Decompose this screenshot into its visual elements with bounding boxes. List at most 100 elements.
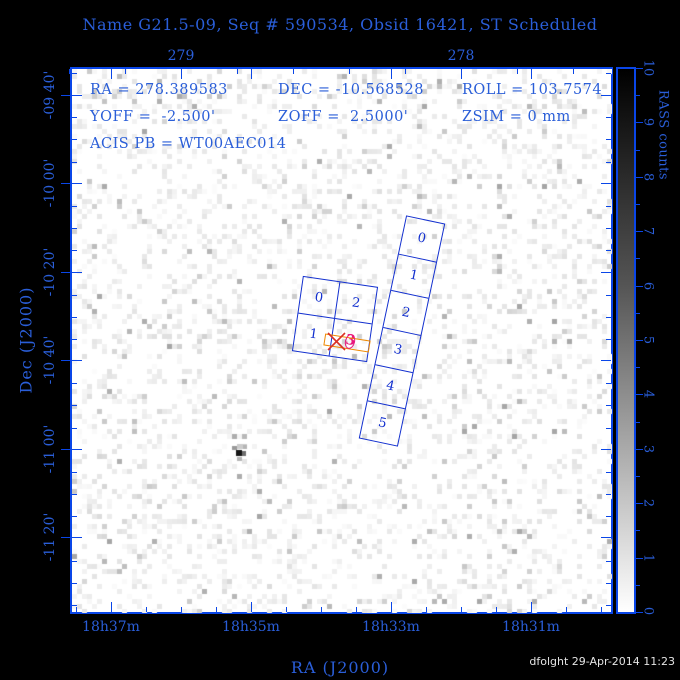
axis-tick <box>72 316 77 318</box>
y-tick-label: -11 20' <box>42 512 58 562</box>
axis-tick <box>636 584 640 586</box>
axis-tick <box>606 161 611 163</box>
axis-tick <box>606 383 611 385</box>
chip-label: 1 <box>408 268 420 285</box>
axis-tick <box>321 607 322 612</box>
tool-timestamp: dfolght 29-Apr-2014 11:23 <box>529 655 675 668</box>
axis-tick <box>72 494 77 496</box>
axis-tick <box>72 383 77 385</box>
axis-tick <box>61 537 70 538</box>
axis-tick <box>636 530 640 532</box>
axis-tick <box>566 607 567 612</box>
axis-tick <box>181 607 182 612</box>
rass-counts-image <box>72 69 612 613</box>
chip-label: 1 <box>308 326 319 343</box>
axis-tick <box>72 228 77 230</box>
axis-tick <box>636 258 640 260</box>
axis-tick <box>636 476 640 477</box>
axis-tick <box>111 602 112 612</box>
axis-tick <box>606 228 611 230</box>
axis-tick <box>606 250 611 252</box>
y-tick-label: -11 00' <box>42 424 58 474</box>
axis-tick <box>636 176 643 178</box>
axis-tick <box>636 421 640 423</box>
axis-tick <box>72 117 77 119</box>
axis-tick <box>237 69 238 74</box>
top-axis-label-279: 279 <box>167 48 195 64</box>
axis-tick <box>636 204 640 205</box>
acis-s-chip-5: 5 <box>359 400 405 446</box>
axis-tick <box>391 69 392 79</box>
axis-tick <box>531 602 532 612</box>
y-tick-label: -10 00' <box>42 158 58 208</box>
colorbar-tick-label: 0 <box>640 606 656 616</box>
axis-tick <box>601 360 611 361</box>
axis-tick <box>531 69 532 79</box>
axis-tick <box>606 117 611 119</box>
colorbar-title: RASS counts <box>655 89 671 181</box>
axis-tick <box>606 405 611 407</box>
x-axis-title: RA (J2000) <box>290 658 390 677</box>
axis-tick <box>72 516 77 518</box>
chip-label: 4 <box>384 378 396 395</box>
axis-tick <box>636 557 643 559</box>
axis-tick <box>496 607 497 612</box>
axis-tick <box>606 139 611 141</box>
axis-tick <box>636 285 643 287</box>
axis-tick <box>606 516 611 518</box>
chip-label: 3 <box>392 341 404 359</box>
chip-label: 0 <box>415 230 428 248</box>
axis-tick <box>391 602 392 612</box>
axis-tick <box>426 607 427 612</box>
axis-tick <box>601 449 611 450</box>
axis-tick <box>251 69 252 79</box>
acis-i-chip-2: 2 <box>335 282 377 325</box>
axis-tick <box>72 605 77 606</box>
axis-tick <box>606 294 611 296</box>
axis-tick <box>61 95 70 96</box>
axis-tick <box>286 607 287 612</box>
axis-tick <box>636 95 640 97</box>
y-axis-title: Dec (J2000) <box>16 286 36 394</box>
axis-tick <box>636 394 643 396</box>
axis-tick <box>72 360 82 361</box>
x-tick-label: 18h31m <box>502 619 560 635</box>
axis-tick <box>636 612 643 613</box>
ra-value: RA = 278.389583 <box>90 82 228 98</box>
axis-tick <box>606 338 611 340</box>
yoff-value: YOFF = -2.500' <box>90 109 216 125</box>
x-tick-label: 18h35m <box>222 619 280 635</box>
axis-tick <box>72 139 77 141</box>
axis-tick <box>573 69 574 74</box>
axis-tick <box>636 231 643 233</box>
axis-tick <box>601 183 611 184</box>
axis-tick <box>601 607 602 612</box>
axis-tick <box>606 316 611 318</box>
axis-tick <box>636 503 643 505</box>
axis-tick <box>606 605 611 606</box>
axis-tick <box>216 607 217 612</box>
axis-tick <box>111 69 112 79</box>
axis-tick <box>72 449 82 450</box>
axis-tick <box>69 69 70 74</box>
axis-tick <box>125 69 126 74</box>
axis-tick <box>72 405 77 407</box>
axis-tick <box>356 607 357 612</box>
axis-tick <box>181 69 182 79</box>
axis-tick <box>61 360 70 361</box>
axis-tick <box>61 183 70 184</box>
chip-label: 0 <box>313 289 325 306</box>
axis-tick <box>636 149 640 151</box>
axis-tick <box>517 69 518 74</box>
axis-tick <box>601 537 611 538</box>
axis-tick <box>349 69 350 74</box>
axis-tick <box>72 338 77 340</box>
top-axis-label-278: 278 <box>447 48 475 64</box>
axis-tick <box>606 427 611 429</box>
x-tick-label: 18h37m <box>82 619 140 635</box>
y-tick-label: -09 40' <box>42 70 58 120</box>
axis-tick <box>76 607 77 612</box>
axis-tick <box>636 367 640 369</box>
axis-tick <box>606 582 611 584</box>
